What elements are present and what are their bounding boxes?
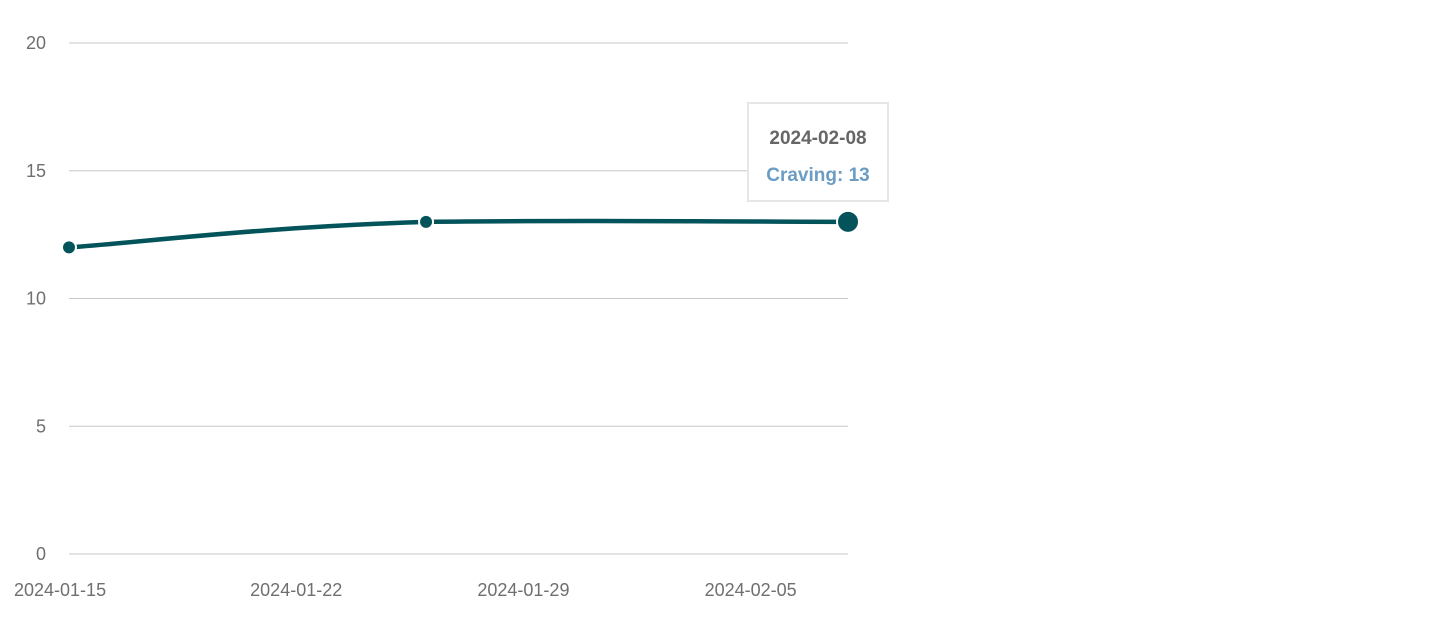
data-point[interactable] [62, 240, 76, 254]
x-axis: 2024-01-15 2024-01-22 2024-01-29 2024-02-05 [14, 580, 797, 600]
data-point[interactable] [419, 215, 433, 229]
tooltip-date: 2024-02-08 [749, 128, 887, 150]
series-line-0 [69, 221, 848, 247]
series-layer [62, 211, 859, 255]
x-tick-label: 2024-01-29 [477, 580, 569, 600]
x-tick-label: 2024-02-05 [705, 580, 797, 600]
x-tick-label: 2024-01-15 [14, 580, 106, 600]
tooltip-value: Craving: 13 [749, 165, 887, 187]
y-tick-label: 0 [36, 544, 46, 564]
y-tick-label: 10 [26, 289, 46, 309]
gridlines [69, 43, 848, 554]
x-tick-label: 2024-01-22 [250, 580, 342, 600]
y-axis: 0 5 10 15 20 [26, 33, 46, 564]
chart-tooltip: 2024-02-08 Craving: 13 [747, 102, 889, 202]
y-tick-label: 5 [36, 416, 46, 436]
y-tick-label: 20 [26, 33, 46, 53]
y-tick-label: 15 [26, 161, 46, 181]
data-point-active[interactable] [837, 211, 859, 233]
